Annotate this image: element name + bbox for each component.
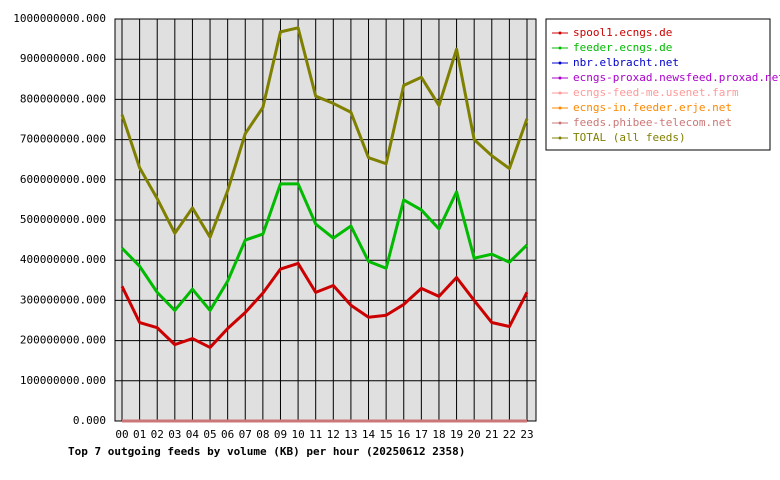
y-tick-label: 100000000.000 [20, 374, 106, 387]
x-tick-label: 19 [450, 428, 463, 441]
x-tick-label: 07 [239, 428, 252, 441]
chart-title: Top 7 outgoing feeds by volume (KB) per … [68, 445, 465, 458]
x-tick-label: 18 [432, 428, 445, 441]
x-tick-label: 01 [133, 428, 146, 441]
x-tick-label: 04 [186, 428, 200, 441]
x-tick-label: 23 [520, 428, 533, 441]
legend-label: nbr.elbracht.net [573, 56, 679, 69]
legend-marker [558, 61, 562, 65]
legend-marker [558, 46, 562, 50]
x-tick-label: 17 [415, 428, 428, 441]
y-tick-label: 200000000.000 [20, 334, 106, 347]
legend-marker [558, 31, 562, 35]
legend-label: ecngs-proxad.newsfeed.proxad.net [573, 71, 780, 84]
x-tick-label: 20 [468, 428, 481, 441]
x-tick-label: 09 [274, 428, 287, 441]
x-tick-label: 08 [256, 428, 269, 441]
x-tick-label: 03 [168, 428, 181, 441]
legend-label: feeds.phibee-telecom.net [573, 116, 732, 129]
legend-marker [558, 136, 562, 140]
legend-label: feeder.ecngs.de [573, 41, 672, 54]
x-tick-label: 13 [344, 428, 357, 441]
legend-marker [558, 91, 562, 95]
legend-label: TOTAL (all feeds) [573, 131, 686, 144]
series-line [120, 26, 529, 239]
y-tick-label: 700000000.000 [20, 133, 106, 146]
x-tick-label: 16 [397, 428, 410, 441]
y-tick-label: 900000000.000 [20, 52, 106, 65]
y-tick-label: 300000000.000 [20, 293, 106, 306]
x-tick-label: 11 [309, 428, 322, 441]
series-line [120, 261, 529, 349]
x-tick-label: 12 [327, 428, 340, 441]
y-tick-label: 400000000.000 [20, 253, 106, 266]
legend-box [545, 18, 771, 151]
x-tick-label: 00 [115, 428, 128, 441]
legend-marker [558, 106, 562, 110]
y-tick-label: 0.000 [73, 414, 106, 427]
series-line [120, 182, 529, 312]
y-tick-label: 500000000.000 [20, 213, 106, 226]
x-tick-label: 14 [362, 428, 376, 441]
y-tick-label: 1000000000.000 [13, 12, 106, 25]
x-tick-label: 21 [485, 428, 498, 441]
x-tick-label: 22 [503, 428, 516, 441]
x-tick-label: 02 [151, 428, 164, 441]
legend-marker [558, 121, 562, 125]
x-tick-label: 06 [221, 428, 234, 441]
legend-label: ecngs-in.feeder.erje.net [573, 101, 732, 114]
y-tick-label: 800000000.000 [20, 92, 106, 105]
x-tick-label: 15 [380, 428, 393, 441]
legend-marker [558, 76, 562, 80]
x-tick-label: 05 [203, 428, 216, 441]
legend-label: ecngs-feed-me.usenet.farm [573, 86, 739, 99]
y-tick-label: 600000000.000 [20, 173, 106, 186]
legend-label: spool1.ecngs.de [573, 26, 672, 39]
x-tick-label: 10 [291, 428, 304, 441]
